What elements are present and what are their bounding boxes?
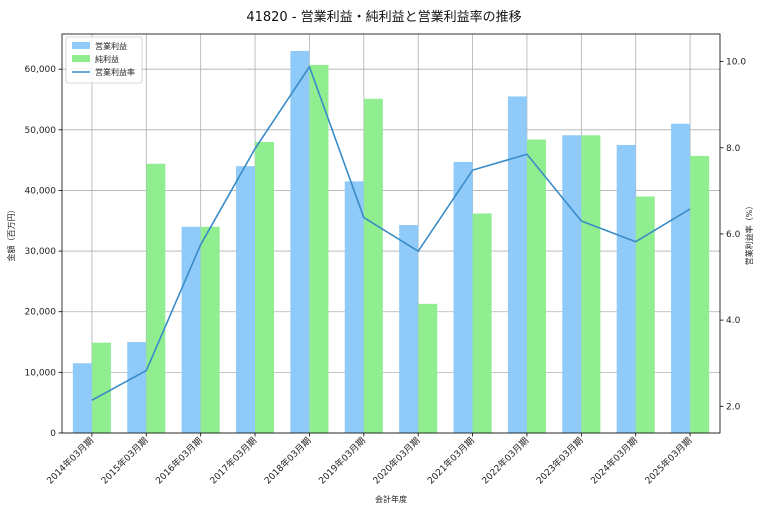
y2-tick-label-0: 2.0 — [726, 402, 741, 412]
x-tick-label-5: 2019年03月期 — [316, 435, 368, 487]
legend-swatch-0 — [72, 42, 90, 49]
x-tick-label-11: 2025年03月期 — [642, 435, 694, 487]
legend-label-0: 営業利益 — [95, 41, 127, 51]
y-tick-label-1: 10,000 — [25, 368, 57, 378]
bar-operating-income-3 — [236, 166, 256, 434]
plot-frame — [61, 33, 721, 434]
x-tick-label-6: 2020年03月期 — [370, 435, 422, 487]
x-tick-label-2: 2016年03月期 — [153, 435, 205, 487]
chart-title: 41820 - 営業利益・純利益と営業利益率の推移 — [246, 9, 521, 25]
bar-net-income-0 — [91, 342, 111, 433]
x-tick-label-3: 2017年03月期 — [207, 435, 259, 487]
bar-operating-income-5 — [344, 181, 364, 433]
bar-operating-income-10 — [616, 144, 636, 433]
y2-tick-label-3: 8.0 — [726, 144, 741, 154]
y2-tick-label-4: 10.0 — [726, 58, 746, 68]
bar-operating-income-8 — [507, 96, 527, 433]
x-axis-ticks: 2014年03月期 2015年03月期 2016年03月期 2017年03月期 2018… — [44, 433, 694, 487]
y-tick-label-5: 50,000 — [25, 126, 57, 136]
bar-operating-income-1 — [127, 342, 147, 433]
bar-operating-income-9 — [562, 135, 582, 433]
y-axis-ticks: 0 10,000 20,000 30,000 40,000 50,000 60,000 — [25, 65, 62, 439]
bar-net-income-7 — [472, 213, 492, 433]
y-tick-label-3: 30,000 — [25, 247, 57, 257]
x-axis-title: 会計年度 — [375, 494, 407, 504]
bar-net-income-5 — [363, 98, 383, 433]
bars-layer — [72, 50, 710, 434]
x-tick-label-7: 2021年03月期 — [425, 435, 477, 487]
bar-operating-income-0 — [72, 363, 92, 433]
y-tick-label-0: 0 — [50, 429, 56, 439]
y-tick-label-4: 40,000 — [25, 186, 57, 196]
x-tick-label-1: 2015年03月期 — [99, 435, 151, 487]
bar-operating-income-11 — [671, 123, 691, 433]
bar-net-income-1 — [146, 163, 166, 433]
x-tick-label-0: 2014年03月期 — [44, 435, 96, 487]
bar-net-income-4 — [309, 64, 329, 433]
y2-tick-label-1: 4.0 — [726, 316, 741, 326]
x-tick-label-4: 2018年03月期 — [262, 435, 314, 487]
line-layer — [91, 65, 691, 401]
bar-net-income-8 — [526, 139, 546, 434]
bar-operating-income-6 — [399, 225, 419, 433]
bar-operating-income-7 — [453, 161, 473, 433]
y2-axis-title: 営業利益率（%） — [744, 202, 754, 266]
x-tick-label-10: 2024年03月期 — [588, 435, 640, 487]
x-tick-label-9: 2023年03月期 — [534, 435, 586, 487]
legend-label-2: 営業利益率 — [95, 67, 135, 77]
bar-net-income-3 — [255, 141, 275, 434]
bar-net-income-9 — [581, 135, 601, 433]
y2-tick-label-2: 6.0 — [726, 230, 741, 240]
bar-net-income-2 — [200, 226, 220, 433]
y-tick-label-6: 60,000 — [25, 65, 57, 75]
legend-label-1: 純利益 — [95, 54, 119, 64]
y-axis-title: 金額（百万円） — [6, 206, 16, 262]
bar-operating-income-4 — [290, 50, 310, 433]
operating-margin-line — [91, 65, 691, 401]
bar-net-income-6 — [418, 303, 438, 433]
x-tick-label-8: 2022年03月期 — [479, 435, 531, 487]
bar-operating-income-2 — [181, 226, 201, 433]
y2-axis-ticks: 2.0 4.0 6.0 8.0 10.0 — [720, 58, 746, 412]
bar-net-income-11 — [690, 155, 710, 433]
bar-net-income-10 — [635, 196, 655, 433]
y-tick-label-2: 20,000 — [25, 308, 57, 318]
legend-swatch-1 — [72, 55, 90, 62]
